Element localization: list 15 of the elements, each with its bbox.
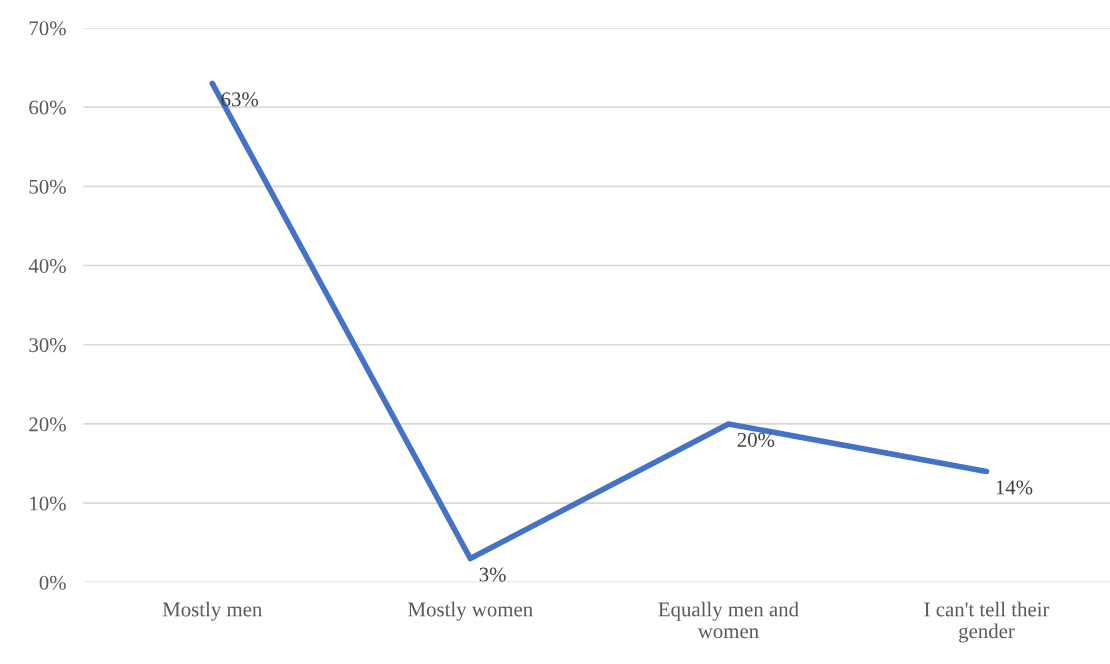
x-tick-label: Equally men and women [658, 601, 799, 639]
y-tick-label: 20% [29, 417, 66, 432]
y-tick-label: 0% [39, 575, 66, 590]
x-tick-label: Mostly men [162, 601, 263, 621]
x-tick-label: I can't tell their gender [924, 601, 1050, 643]
y-tick-label: 40% [28, 258, 66, 274]
y-tick-label: 70% [29, 21, 66, 36]
y-tick-label: 60% [29, 100, 66, 115]
text: 3% [479, 567, 506, 582]
text: 20% [737, 432, 775, 447]
y-tick-label: 30% [29, 338, 66, 353]
x-tick-label: Mostly women [408, 601, 533, 621]
y-tick-label: 50% [29, 179, 66, 194]
y-tick-label: 10% [30, 496, 66, 511]
text: 14% [996, 480, 1033, 495]
